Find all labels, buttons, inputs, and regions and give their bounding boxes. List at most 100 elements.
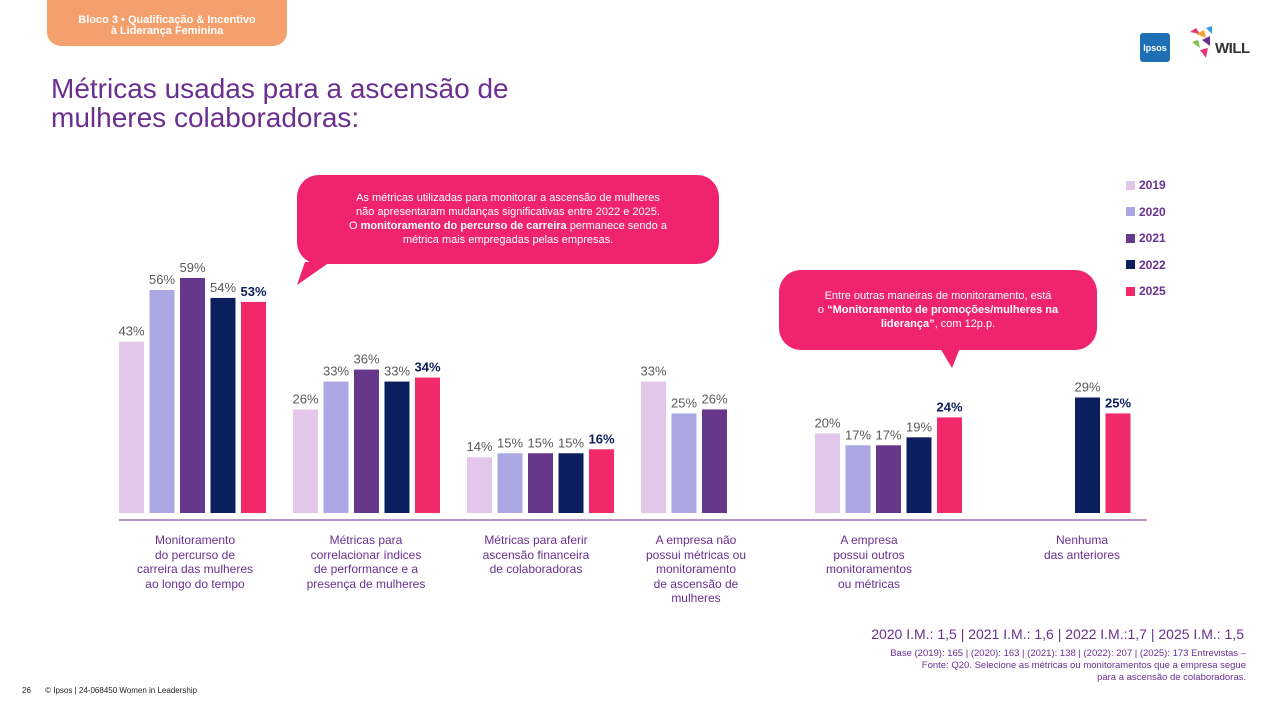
section-tag: Bloco 3 • Qualificação & Incentivo à Lid… — [47, 0, 287, 46]
x-category-1-line2: do percurso de — [154, 547, 236, 562]
x-category-5-line2: possui outros — [833, 547, 905, 562]
x-category-5-line4: ou métricas — [837, 576, 901, 591]
callout-right-line3-bold: liderança” — [880, 318, 935, 330]
x-category-4-line3: monitoramento — [655, 562, 737, 576]
legend-item-2022: 2022 — [1126, 252, 1166, 279]
data-label-2020-cat5: 17% — [845, 427, 871, 442]
data-label-2025-cat5: 24% — [936, 399, 962, 414]
x-category-2-line3: de performance e a — [313, 562, 419, 576]
x-category-5-line1: A empresa — [840, 533, 898, 547]
data-label-2021-cat2: 36% — [353, 352, 379, 367]
bar-2021-cat1 — [180, 278, 205, 513]
bar-2020-cat1 — [149, 289, 175, 513]
data-label-2019-cat2: 26% — [292, 391, 318, 406]
legend-swatch-2025 — [1126, 286, 1135, 296]
page-number: 26 — [22, 686, 31, 695]
x-category-3-line1: Métricas para aferir — [484, 533, 588, 547]
im-note: 2020 I.M.: 1,5 | 2021 I.M.: 1,6 | 2022 I… — [871, 626, 1244, 642]
data-label-2025-cat6: 25% — [1105, 395, 1131, 410]
data-label-2019-cat4: 33% — [640, 364, 666, 379]
section-tag-line1: Bloco 3 • Qualificação & Incentivo — [78, 14, 256, 26]
footer-text: © Ipsos | 24-068450 Women in Leadership — [45, 686, 198, 695]
section-tag-line2: à Liderança Feminina — [110, 25, 224, 37]
x-category-3-line2: ascensão financeira — [482, 547, 590, 562]
callout-right-line3: liderança”, com 12p.p. — [779, 317, 1097, 331]
callout-top-pointer — [297, 262, 330, 285]
x-category-4: A empresa não possui métricas ou monitoram… — [611, 533, 781, 606]
x-category-6-line2: das anteriores — [1043, 547, 1121, 562]
bar-2025-cat6 — [1105, 413, 1131, 513]
callout-top-line4: métrica mais empregadas pelas empresas. — [402, 234, 614, 246]
bar-2021-cat5 — [876, 445, 901, 513]
data-label-2021-cat5: 17% — [875, 427, 901, 442]
callout-top-line2: não apresentaram mudanças significativas… — [356, 206, 660, 218]
data-label-2025-cat1: 53% — [240, 284, 266, 299]
data-label-2020-cat4: 25% — [671, 395, 697, 410]
x-category-1: Monitoramento do percurso de carreira das … — [110, 533, 280, 591]
data-label-2020-cat1: 56% — [149, 272, 175, 287]
callout-right-line2: o “Monitoramento de promoções/mulheres n… — [779, 303, 1097, 317]
data-label-2019-cat3: 14% — [466, 439, 492, 454]
bar-2021-cat4 — [702, 409, 727, 513]
data-label-2021-cat3: 15% — [527, 435, 553, 450]
bar-2020-cat4 — [671, 413, 697, 513]
bar-2019-cat4 — [641, 381, 666, 513]
bar-2019-cat5 — [815, 433, 840, 513]
legend-item-2025: 2025 — [1126, 278, 1166, 305]
callout-top-line3-pre: O — [349, 220, 361, 232]
x-category-3-line3: de colaboradoras — [489, 562, 583, 576]
bar-2025-cat2 — [415, 377, 440, 513]
data-label-2022-cat3: 15% — [558, 435, 584, 450]
x-category-5-line3: monitoramentos — [825, 562, 913, 576]
legend-label-2021: 2021 — [1139, 231, 1166, 246]
x-category-1-line1: Monitoramento — [154, 533, 236, 547]
bar-2020-cat3 — [497, 453, 523, 513]
x-category-1-line4: ao longo do tempo — [145, 576, 245, 591]
callout-right-line1: Entre outras maneiras de monitoramento, … — [824, 290, 1052, 302]
callout-top-line3-post: permanece sendo a — [566, 220, 667, 232]
bar-2019-cat3 — [467, 457, 492, 513]
legend-item-2021: 2021 — [1126, 225, 1166, 252]
bar-2022-cat2 — [384, 381, 410, 513]
data-label-2021-cat1: 59% — [179, 260, 205, 275]
chart-legend: 2019 2020 2021 2022 2025 — [1126, 172, 1166, 305]
bar-2019-cat2 — [293, 409, 318, 513]
legend-label-2019: 2019 — [1139, 178, 1166, 193]
legend-swatch-2019 — [1126, 180, 1135, 190]
x-category-2: Métricas para correlacionar índices de per… — [281, 533, 451, 591]
data-label-2022-cat6: 29% — [1074, 379, 1100, 394]
data-label-2022-cat1: 54% — [210, 280, 236, 295]
bar-2022-cat5 — [906, 437, 932, 513]
data-label-2022-cat2: 33% — [384, 364, 410, 379]
x-category-6-line1: Nenhuma — [1055, 533, 1109, 547]
footer: 26 © Ipsos | 24-068450 Women in Leadersh… — [22, 686, 197, 695]
legend-item-2020: 2020 — [1126, 199, 1166, 226]
x-category-4-line4: de ascensão de — [653, 576, 739, 591]
callout-right: Entre outras maneiras de monitoramento, … — [779, 270, 1097, 350]
callout-top-line1: As métricas utilizadas para monitorar a … — [356, 192, 660, 204]
legend-label-2020: 2020 — [1139, 204, 1166, 219]
base-note-line2: Fonte: Q20. Selecione as métricas ou mon… — [921, 660, 1246, 671]
bar-2022-cat6 — [1075, 397, 1100, 513]
bar-2021-cat2 — [354, 369, 379, 513]
x-category-4-line2: possui métricas ou — [645, 547, 747, 562]
x-category-5: A empresa possui outros monitoramentos ou m… — [784, 533, 954, 591]
data-label-2025-cat3: 16% — [588, 431, 614, 446]
x-category-2-line4: presença de mulheres — [306, 576, 426, 591]
data-label-2022-cat5: 19% — [906, 419, 932, 434]
data-label-2025-cat2: 34% — [414, 360, 440, 375]
bar-2025-cat1 — [241, 301, 266, 513]
x-category-2-line1: Métricas para — [329, 533, 403, 547]
legend-swatch-2020 — [1126, 207, 1135, 217]
data-label-2019-cat5: 20% — [814, 415, 840, 430]
bar-2020-cat5 — [845, 445, 871, 513]
bar-2022-cat3 — [558, 453, 584, 513]
x-category-3: Métricas para aferir ascensão financeira d… — [451, 533, 621, 577]
legend-swatch-2022 — [1126, 260, 1135, 270]
callout-right-line2-pre: o — [817, 304, 828, 316]
page-title: Métricas usadas para a ascensão de mulhe… — [51, 74, 611, 132]
bar-2025-cat3 — [589, 449, 614, 513]
bar-2025-cat5 — [937, 417, 962, 513]
legend-label-2022: 2022 — [1139, 257, 1166, 272]
